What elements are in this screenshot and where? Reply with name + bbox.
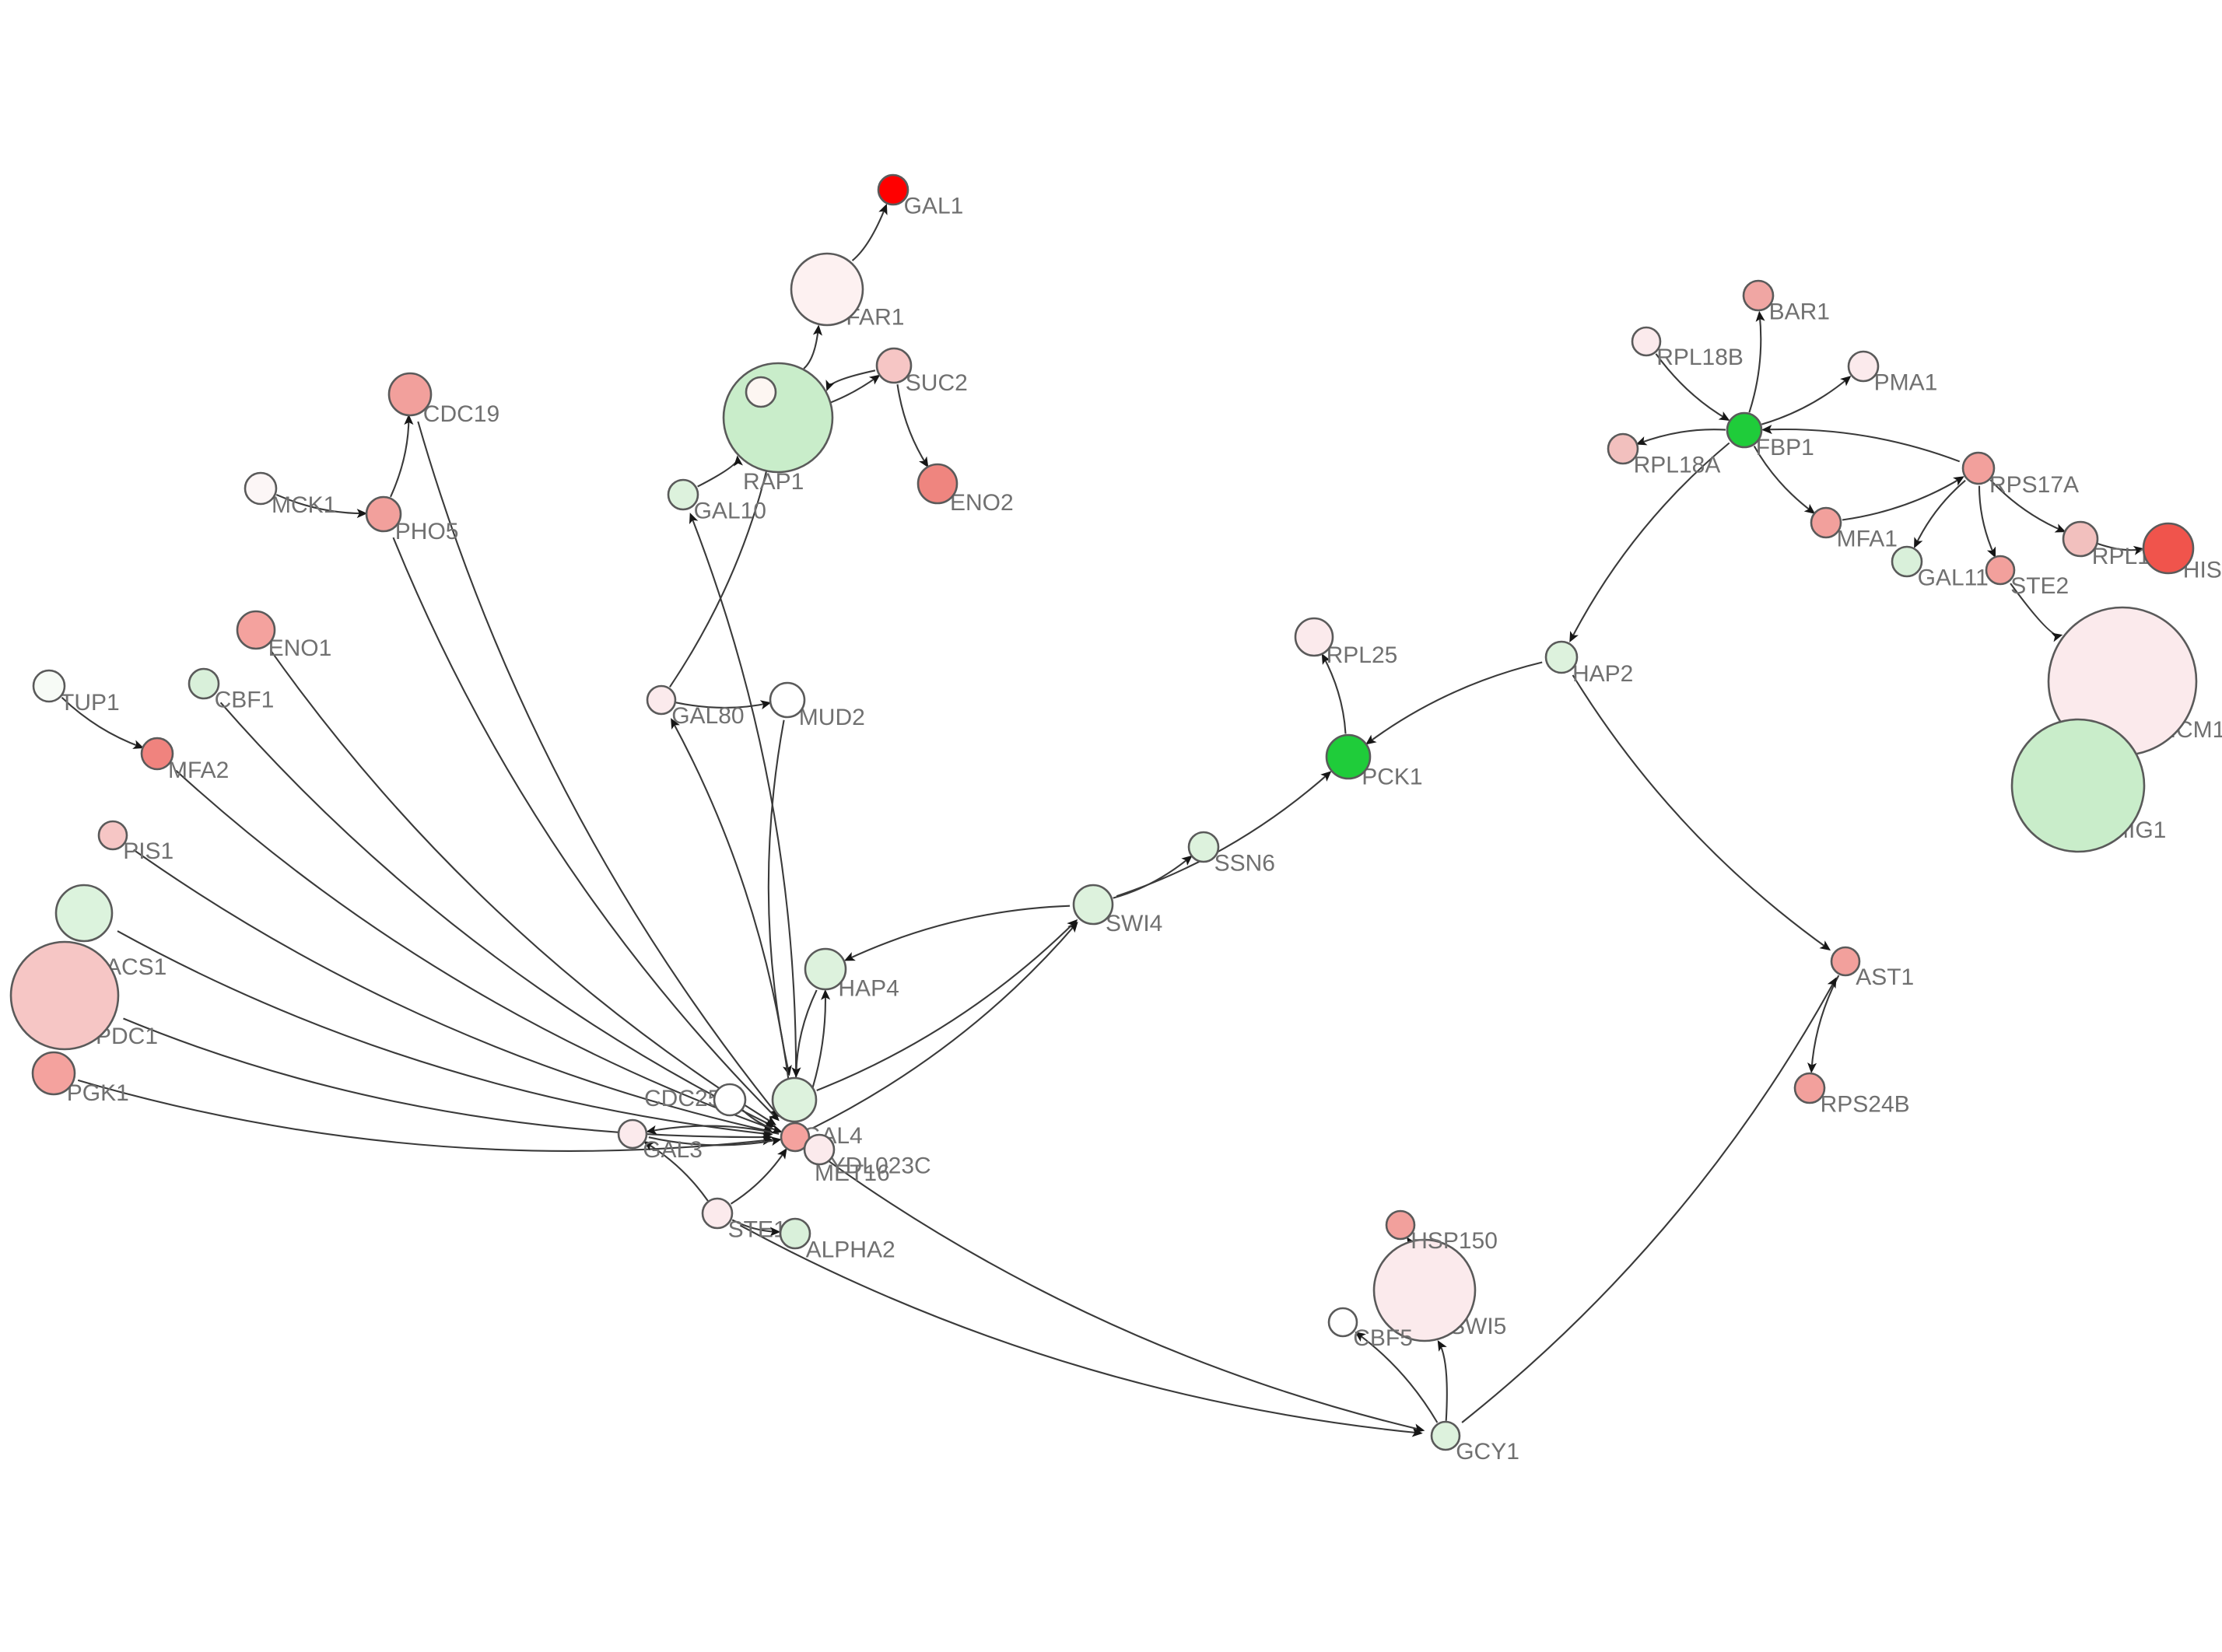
svg-text:CDC19: CDC19 bbox=[423, 401, 499, 427]
svg-text:GAL1: GAL1 bbox=[904, 193, 964, 219]
svg-text:MFA2: MFA2 bbox=[168, 758, 229, 783]
svg-text:PGK1: PGK1 bbox=[67, 1080, 129, 1106]
svg-text:RPL25: RPL25 bbox=[1327, 642, 1398, 668]
svg-text:GAL80: GAL80 bbox=[671, 703, 744, 729]
svg-text:BAR1: BAR1 bbox=[1769, 299, 1830, 324]
svg-text:MUD2: MUD2 bbox=[799, 705, 865, 730]
svg-text:RPL18B: RPL18B bbox=[1656, 345, 1744, 370]
svg-text:GAL3: GAL3 bbox=[643, 1137, 703, 1163]
svg-text:ENO2: ENO2 bbox=[950, 490, 1014, 516]
svg-text:MCK1: MCK1 bbox=[272, 492, 336, 518]
svg-text:HAP2: HAP2 bbox=[1572, 661, 1633, 687]
svg-text:SSN6: SSN6 bbox=[1214, 851, 1275, 877]
svg-text:RPS17A: RPS17A bbox=[1989, 472, 2079, 498]
svg-text:ALPHA2: ALPHA2 bbox=[806, 1237, 895, 1263]
svg-text:GAL11: GAL11 bbox=[1918, 565, 1989, 591]
svg-text:PCK1: PCK1 bbox=[1362, 764, 1422, 789]
svg-text:TUP1: TUP1 bbox=[60, 690, 120, 716]
svg-text:RPL18A: RPL18A bbox=[1634, 453, 1721, 478]
svg-text:STE2: STE2 bbox=[2010, 573, 2069, 599]
svg-text:HAP4: HAP4 bbox=[838, 975, 899, 1001]
svg-text:CBF1: CBF1 bbox=[215, 688, 275, 713]
svg-text:AST1: AST1 bbox=[1856, 964, 1914, 990]
svg-text:PMA1: PMA1 bbox=[1874, 369, 1938, 395]
svg-text:FBP1: FBP1 bbox=[1756, 435, 1814, 460]
svg-text:RPS24B: RPS24B bbox=[1821, 1092, 1910, 1118]
svg-text:GAL10: GAL10 bbox=[694, 499, 766, 524]
svg-text:GCY1: GCY1 bbox=[1456, 1439, 1519, 1465]
svg-text:MFA1: MFA1 bbox=[1837, 527, 1898, 552]
svg-text:SUC2: SUC2 bbox=[906, 370, 968, 396]
svg-text:CDC25: CDC25 bbox=[644, 1086, 720, 1111]
svg-text:PHO5: PHO5 bbox=[395, 519, 459, 544]
svg-text:PIS1: PIS1 bbox=[123, 838, 173, 864]
svg-text:CBF5: CBF5 bbox=[1353, 1325, 1413, 1351]
svg-text:ENO1: ENO1 bbox=[268, 635, 332, 661]
svg-text:YDL023C: YDL023C bbox=[830, 1153, 931, 1179]
svg-text:SWI4: SWI4 bbox=[1106, 911, 1162, 936]
svg-text:HSP150: HSP150 bbox=[1411, 1228, 1498, 1254]
